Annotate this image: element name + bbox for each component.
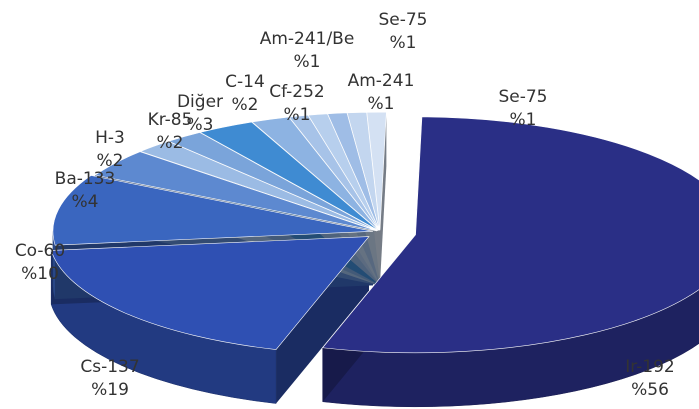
slice-name-label: Kr-85 <box>148 110 193 130</box>
slice-value-label: %2 <box>232 95 259 115</box>
slice-name-label: Ba-133 <box>55 169 116 189</box>
pie-slice-di-er <box>199 121 379 231</box>
slice-value-label: %1 <box>284 105 311 125</box>
pie-labels: Ir-192 %56 Cs-137 %19 Co-60 %10 Ba-133 %4 H-3 %2 K… <box>15 10 675 400</box>
slice-name-label: C-14 <box>225 72 265 92</box>
slice-value-label: %1 <box>294 52 321 72</box>
pie-slice-kr-85 <box>167 132 378 231</box>
slice-name-label: Se-75 <box>498 87 547 107</box>
slice-name-label: Am-241/Be <box>260 29 355 49</box>
slice-name-label: Cs-137 <box>80 357 139 377</box>
slice-value-label: %2 <box>97 151 124 171</box>
pie-tops <box>50 111 699 354</box>
slice-name-label: Cf-252 <box>269 82 325 102</box>
slice-value-label: %19 <box>91 380 129 400</box>
slice-name-label: Se-75 <box>378 10 427 30</box>
slice-name-label: H-3 <box>95 128 125 148</box>
slice-value-label: %56 <box>631 380 669 400</box>
pie-slice-co-60 <box>52 175 373 246</box>
slice-value-label: %1 <box>510 110 537 130</box>
pie-slice-wall <box>379 112 387 285</box>
slice-value-label: %4 <box>72 192 99 212</box>
slice-value-label: %2 <box>157 133 184 153</box>
pie-slice-ba-133 <box>94 151 378 232</box>
pie-slice-se-75 <box>366 111 387 231</box>
slice-value-label: %1 <box>390 33 417 53</box>
slice-name-label: Ir-192 <box>625 357 675 377</box>
pie-slice-ir-192 <box>322 116 699 354</box>
slice-value-label: %10 <box>21 264 59 284</box>
pie-slice-cs-137 <box>50 236 370 350</box>
slice-value-label: %1 <box>368 94 395 114</box>
slice-value-label: %3 <box>187 115 214 135</box>
slice-name-label: Am-241 <box>348 71 415 91</box>
slice-name-label: Co-60 <box>15 241 65 261</box>
slice-name-label: Diğer <box>177 92 223 112</box>
